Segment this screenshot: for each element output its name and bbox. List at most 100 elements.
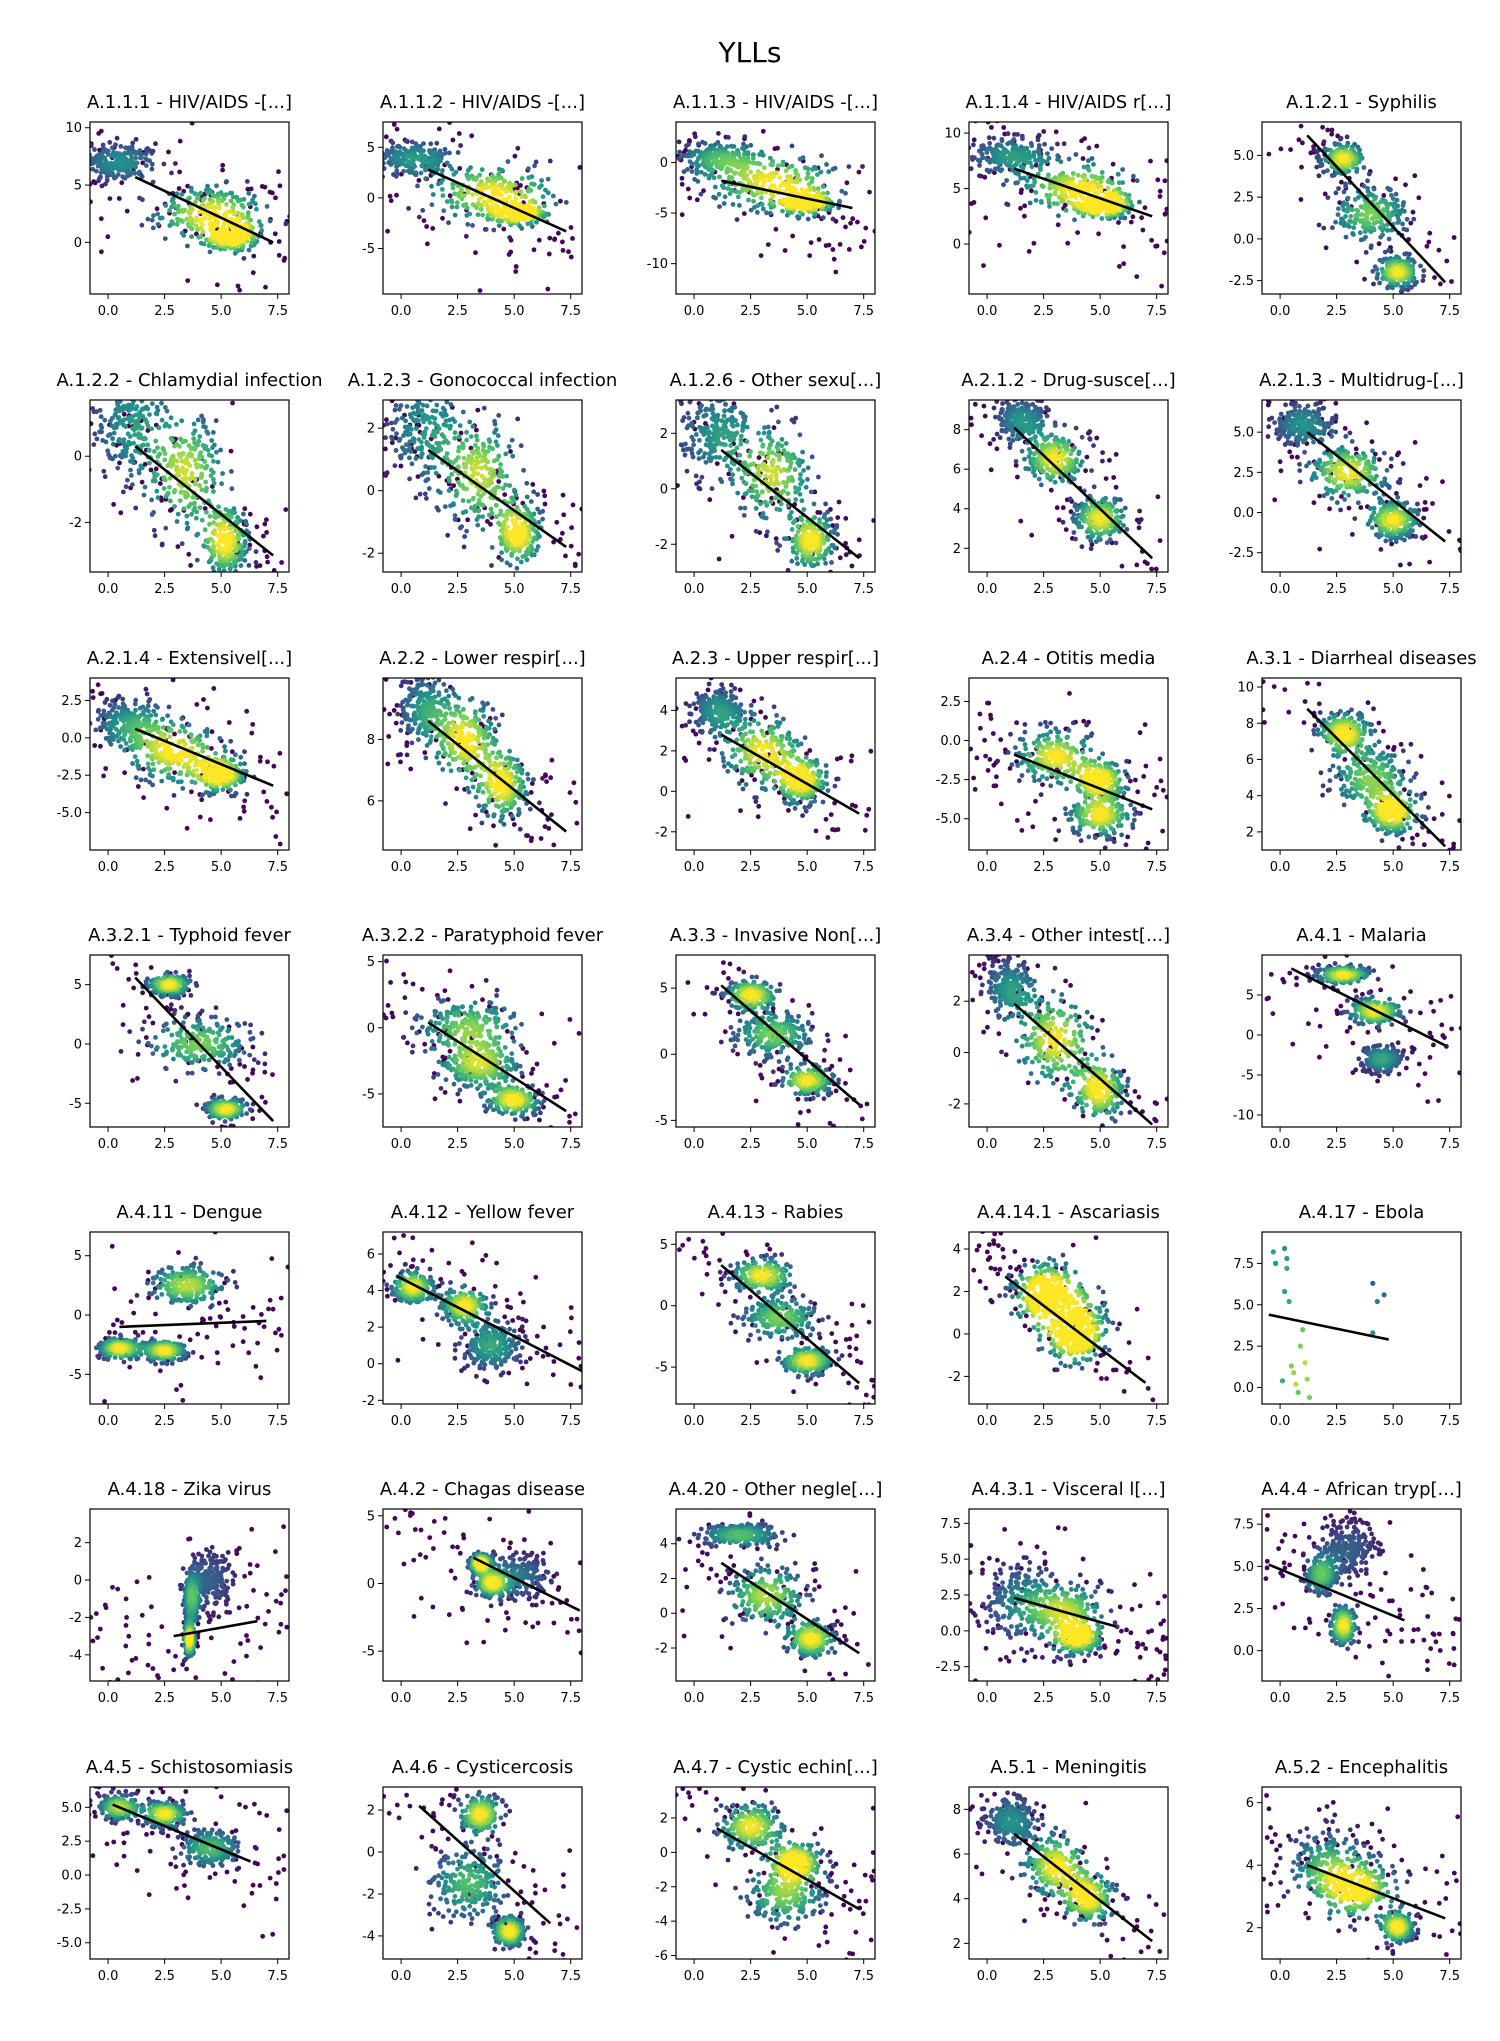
data-point — [232, 233, 238, 238]
data-point — [398, 463, 404, 469]
data-point — [1055, 153, 1061, 159]
data-point — [437, 490, 443, 495]
data-point — [162, 457, 168, 463]
data-point — [524, 494, 530, 500]
data-point — [679, 181, 685, 187]
data-point — [110, 145, 115, 151]
data-point — [768, 197, 774, 203]
data-point — [152, 478, 158, 484]
data-point — [1099, 216, 1105, 221]
data-point — [826, 242, 832, 248]
data-point — [496, 223, 502, 229]
data-point — [142, 484, 148, 490]
data-point — [1162, 211, 1168, 217]
data-point — [465, 189, 471, 195]
data-point — [741, 141, 746, 147]
data-point — [498, 462, 503, 467]
data-point — [154, 488, 160, 494]
data-point — [407, 444, 413, 450]
data-point — [220, 162, 226, 168]
data-point — [167, 208, 173, 213]
data-point — [172, 443, 178, 449]
data-point — [1385, 228, 1390, 233]
data-point — [406, 154, 412, 159]
data-point — [480, 527, 486, 532]
data-point — [1414, 279, 1419, 285]
data-point — [1049, 146, 1055, 152]
data-point — [272, 575, 277, 580]
data-point — [397, 436, 403, 442]
data-point — [489, 199, 494, 205]
data-point — [1296, 137, 1302, 143]
data-point — [194, 462, 199, 468]
data-point — [489, 563, 494, 568]
data-point — [1307, 66, 1312, 71]
data-point — [474, 437, 480, 443]
data-point — [535, 544, 541, 549]
data-point — [167, 424, 172, 429]
data-point — [184, 520, 190, 526]
data-point — [508, 449, 513, 454]
data-point — [748, 169, 754, 175]
data-point — [125, 477, 130, 483]
data-point — [1438, 281, 1443, 287]
data-point — [1063, 208, 1069, 213]
data-point — [784, 198, 790, 204]
data-point — [1005, 131, 1011, 137]
data-point — [1109, 203, 1115, 209]
data-point — [1325, 195, 1331, 201]
data-point — [445, 532, 451, 538]
data-point — [1341, 189, 1347, 195]
data-point — [133, 505, 139, 511]
data-point — [1329, 131, 1335, 137]
data-point — [247, 542, 253, 548]
x-tick-label: 5.0 — [1383, 304, 1404, 319]
data-point — [1036, 143, 1042, 148]
data-point — [216, 504, 222, 510]
data-point — [172, 504, 177, 509]
data-point — [184, 513, 190, 519]
data-point — [463, 233, 469, 239]
data-point — [452, 435, 458, 441]
data-point — [192, 500, 197, 506]
data-point — [463, 509, 469, 514]
data-point — [170, 437, 175, 443]
data-point — [254, 524, 260, 530]
data-point — [408, 169, 414, 175]
data-point — [1063, 193, 1068, 199]
data-point — [424, 496, 429, 501]
data-point — [1094, 143, 1100, 149]
data-point — [1381, 193, 1387, 198]
data-point — [1437, 337, 1442, 342]
data-point — [1318, 157, 1324, 163]
data-point — [541, 488, 547, 494]
data-point — [755, 210, 760, 215]
data-point — [699, 169, 704, 175]
data-point — [230, 400, 236, 406]
data-point — [1330, 225, 1335, 231]
data-point — [501, 205, 507, 211]
x-tick-label: 0.0 — [1270, 304, 1291, 319]
data-point — [452, 191, 457, 197]
data-point — [741, 211, 747, 217]
data-point — [485, 519, 490, 524]
data-point — [104, 178, 110, 183]
data-point — [457, 423, 463, 428]
data-point — [531, 247, 537, 253]
data-point — [730, 202, 736, 207]
data-point — [162, 423, 168, 429]
data-point — [459, 524, 465, 529]
data-point — [748, 207, 754, 213]
x-tick-label: 5.0 — [211, 582, 232, 597]
y-tick-label: 0 — [660, 156, 668, 171]
data-point — [105, 234, 111, 240]
data-point — [276, 169, 281, 175]
data-point — [530, 482, 536, 487]
data-point — [846, 164, 852, 170]
data-point — [498, 192, 504, 198]
x-tick-label: 5.0 — [211, 304, 232, 319]
data-point — [1323, 245, 1329, 251]
data-point — [428, 465, 434, 470]
data-point — [551, 539, 556, 545]
data-point — [392, 463, 398, 469]
